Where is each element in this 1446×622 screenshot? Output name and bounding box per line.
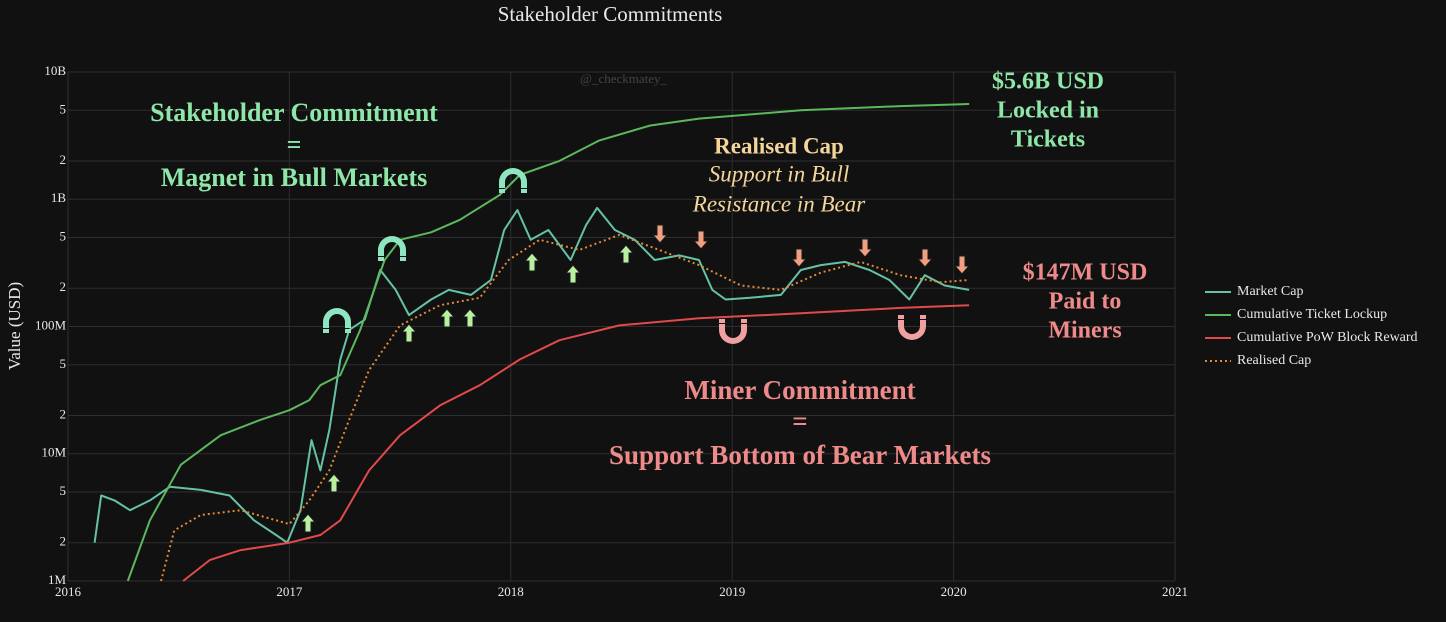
x-tick-label: 2020 bbox=[941, 584, 967, 599]
annotation: Tickets bbox=[1011, 127, 1085, 153]
legend-label: Cumulative Ticket Lockup bbox=[1237, 307, 1387, 322]
annotation: Magnet in Bull Markets bbox=[161, 163, 428, 192]
annotation: $5.6B USD bbox=[992, 69, 1104, 95]
y-tick-label: 5 bbox=[60, 229, 67, 244]
annotation: Locked in bbox=[997, 98, 1099, 124]
annotation: Stakeholder Commitment bbox=[150, 98, 438, 127]
x-tick-label: 2018 bbox=[498, 584, 524, 599]
y-tick-label: 2 bbox=[60, 406, 67, 421]
legend-label: Realised Cap bbox=[1237, 353, 1311, 368]
y-tick-label: 1B bbox=[51, 190, 67, 205]
x-tick-label: 2017 bbox=[276, 584, 303, 599]
y-axis-label: Value (USD) bbox=[5, 282, 24, 370]
annotation: Paid to bbox=[1049, 289, 1122, 315]
y-tick-label: 2 bbox=[60, 279, 67, 294]
y-tick-label: 2 bbox=[60, 152, 67, 167]
annotation: Miner Commitment bbox=[684, 375, 915, 405]
y-tick-label: 10M bbox=[41, 445, 66, 460]
annotation: = bbox=[792, 406, 807, 436]
annotation: Resistance in Bear bbox=[692, 191, 867, 216]
x-tick-label: 2021 bbox=[1162, 584, 1188, 599]
annotation: $147M USD bbox=[1023, 260, 1148, 286]
series-line bbox=[182, 304, 970, 582]
y-tick-label: 5 bbox=[60, 356, 67, 371]
annotation: Support in Bull bbox=[709, 161, 850, 186]
watermark: @_checkmatey_ bbox=[580, 71, 668, 86]
y-tick-label: 1M bbox=[48, 572, 67, 587]
y-tick-label: 5 bbox=[60, 101, 67, 116]
annotation: = bbox=[287, 130, 302, 159]
x-tick-label: 2016 bbox=[55, 584, 82, 599]
annotation: Miners bbox=[1048, 318, 1121, 344]
annotation: Support Bottom of Bear Markets bbox=[609, 440, 991, 470]
chart-title: Stakeholder Commitments bbox=[498, 2, 723, 26]
legend-label: Cumulative PoW Block Reward bbox=[1237, 330, 1418, 345]
series-line bbox=[93, 206, 970, 544]
y-tick-label: 100M bbox=[35, 317, 67, 332]
series-line bbox=[160, 233, 970, 582]
x-tick-label: 2019 bbox=[719, 584, 745, 599]
y-tick-label: 5 bbox=[60, 483, 67, 498]
y-tick-label: 10B bbox=[44, 63, 66, 78]
annotation: Realised Cap bbox=[714, 133, 844, 158]
y-tick-label: 2 bbox=[60, 534, 67, 549]
legend-label: Market Cap bbox=[1237, 284, 1303, 299]
